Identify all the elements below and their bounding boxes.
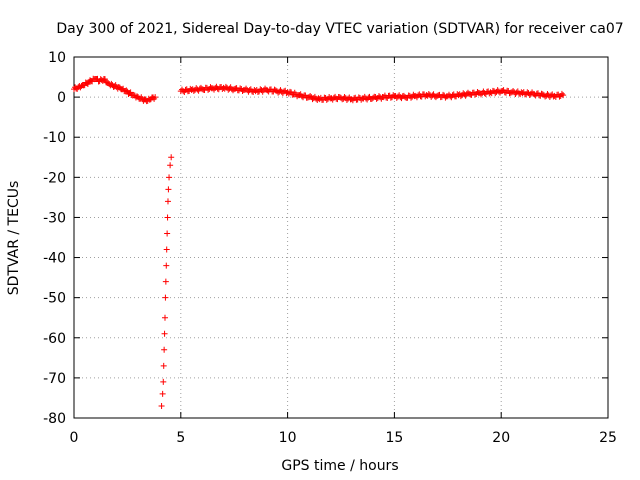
x-tick-label: 0 [70,430,79,446]
y-tick-label: -10 [43,130,66,146]
chart-title: Day 300 of 2021, Sidereal Day-to-day VTE… [56,21,623,37]
data-point [160,362,167,369]
x-tick-label: 5 [176,430,185,446]
y-tick-label: 0 [57,90,66,106]
y-axis-label: SDTVAR / TECUs [6,181,22,296]
data-point [108,80,115,87]
x-axis-label: GPS time / hours [281,458,398,474]
data-point [158,402,165,409]
data-point [123,87,130,94]
data-point [159,390,166,397]
y-tick-label: -50 [43,291,66,307]
data-point [162,294,169,301]
plot-frame [73,56,609,419]
data-point [307,93,314,100]
data-point [162,278,169,285]
y-tick-label: -20 [43,170,66,186]
y-tick-label: -80 [43,411,66,427]
x-tick-label: 25 [599,430,617,446]
data-point [243,85,250,92]
data-point [164,198,171,205]
y-tick-label: -30 [43,210,66,226]
data-point [161,346,168,353]
data-point [165,186,172,193]
x-tick-label: 15 [385,430,403,446]
y-tick-label: -60 [43,331,66,347]
data-point [101,76,108,83]
data-point [166,174,173,181]
data-point [163,246,170,253]
data-point [161,314,168,321]
data-points [71,75,567,409]
data-point [560,92,567,99]
axis-ticks [73,56,609,419]
data-point [160,378,167,385]
y-tick-label: 10 [48,50,66,66]
data-point [161,330,168,337]
data-point [127,89,134,96]
y-tick-label: -70 [43,371,66,387]
x-tick-labels: 0 5 10 15 20 25 [70,430,617,446]
x-tick-label: 20 [492,430,510,446]
data-point [167,162,174,169]
y-tick-labels: 10 0 -10 -20 -30 -40 -50 -60 -70 -80 [43,50,66,427]
data-point [164,230,171,237]
data-point [168,154,175,161]
data-point [163,262,170,269]
data-point [558,90,565,97]
data-point [152,94,159,101]
data-point [164,214,171,221]
x-tick-label: 10 [279,430,297,446]
y-tick-label: -40 [43,251,66,267]
grid-lines [74,57,608,418]
